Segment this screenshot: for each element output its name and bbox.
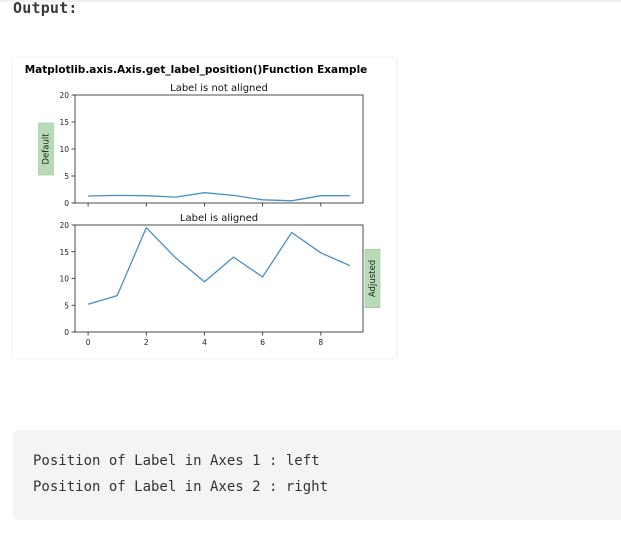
axes2-ytick-label: 0 <box>64 328 69 337</box>
axes1-ytick-label: 10 <box>59 145 69 154</box>
console-output: Position of Label in Axes 1 : left Posit… <box>13 430 621 520</box>
axes1-frame <box>74 94 364 204</box>
axes2-ytick-label: 10 <box>59 275 69 284</box>
console-line-1: Position of Label in Axes 1 : left <box>33 453 320 469</box>
axes2-title: Label is aligned <box>180 213 258 224</box>
axes2-xtick-label: 4 <box>202 338 207 347</box>
axes1-title: Label is not aligned <box>170 83 268 94</box>
axes2-xtick-label: 2 <box>144 338 149 347</box>
axes2-ytick-label: 20 <box>59 221 69 230</box>
axes2-ylabel: Adjusted <box>368 260 378 297</box>
figure-suptitle: Matplotlib.axis.Axis.get_label_position(… <box>25 64 368 76</box>
axes2-frame <box>74 224 364 333</box>
figure-svg: Matplotlib.axis.Axis.get_label_position(… <box>25 64 381 347</box>
axes2-xtick-label: 0 <box>86 338 91 347</box>
axes2-xtick-label: 8 <box>318 338 323 347</box>
axes2-ytick-label: 15 <box>59 248 69 257</box>
axes2-xtick-label: 6 <box>260 338 265 347</box>
top-divider <box>0 0 621 2</box>
axes1-ytick-label: 20 <box>59 91 69 100</box>
axes1-ytick-label: 5 <box>64 172 69 181</box>
axes1-ylabel: Default <box>42 133 52 165</box>
axes1-ytick-label: 15 <box>59 118 69 127</box>
axes1-series-line <box>88 192 350 202</box>
axes2-series-line <box>87 227 351 305</box>
axes1-ylabel-box <box>38 122 54 176</box>
output-heading: Output: <box>13 0 78 17</box>
console-line-2: Position of Label in Axes 2 : right <box>33 479 329 495</box>
axes2-ylabel-box <box>364 249 381 309</box>
figure-card: Matplotlib.axis.Axis.get_label_position(… <box>13 58 396 358</box>
axes2-ytick-label: 5 <box>64 301 69 310</box>
axes1-ytick-label: 0 <box>64 199 69 208</box>
